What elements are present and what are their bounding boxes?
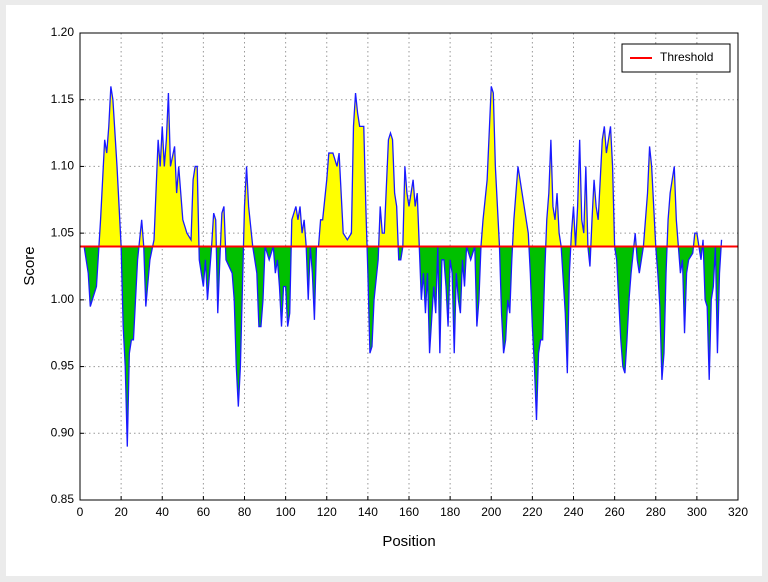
x-tick-label: 60 xyxy=(197,505,211,519)
y-tick-label: 1.00 xyxy=(51,292,75,306)
x-tick-label: 80 xyxy=(238,505,252,519)
x-tick-label: 260 xyxy=(605,505,625,519)
y-axis-label: Score xyxy=(21,246,38,285)
x-tick-label: 220 xyxy=(522,505,542,519)
y-tick-label: 1.20 xyxy=(51,25,75,39)
x-tick-label: 180 xyxy=(440,505,460,519)
y-tick-label: 1.15 xyxy=(51,92,75,106)
x-tick-label: 40 xyxy=(156,505,170,519)
x-tick-label: 240 xyxy=(563,505,583,519)
x-tick-label: 20 xyxy=(114,505,128,519)
x-tick-label: 140 xyxy=(358,505,378,519)
area-above xyxy=(98,86,722,247)
plot-frame xyxy=(79,32,739,501)
x-tick-label: 320 xyxy=(728,505,748,519)
series-line xyxy=(83,86,723,447)
y-tick-label: 0.90 xyxy=(51,425,75,439)
x-tick-label: 120 xyxy=(317,505,337,519)
panel xyxy=(6,5,762,576)
x-tick-label: 200 xyxy=(481,505,501,519)
x-tick-label: 100 xyxy=(276,505,296,519)
y-tick-label: 0.95 xyxy=(51,359,75,373)
x-tick-label: 0 xyxy=(77,505,84,519)
x-tick-label: 280 xyxy=(646,505,666,519)
y-tick-label: 1.10 xyxy=(51,159,75,173)
x-tick-label: 300 xyxy=(687,505,707,519)
x-axis-label: Position xyxy=(382,533,435,550)
legend-label: Threshold xyxy=(660,50,713,64)
y-tick-label: 1.05 xyxy=(51,225,75,239)
x-tick-label: 160 xyxy=(399,505,419,519)
y-tick-label: 0.85 xyxy=(51,492,75,506)
